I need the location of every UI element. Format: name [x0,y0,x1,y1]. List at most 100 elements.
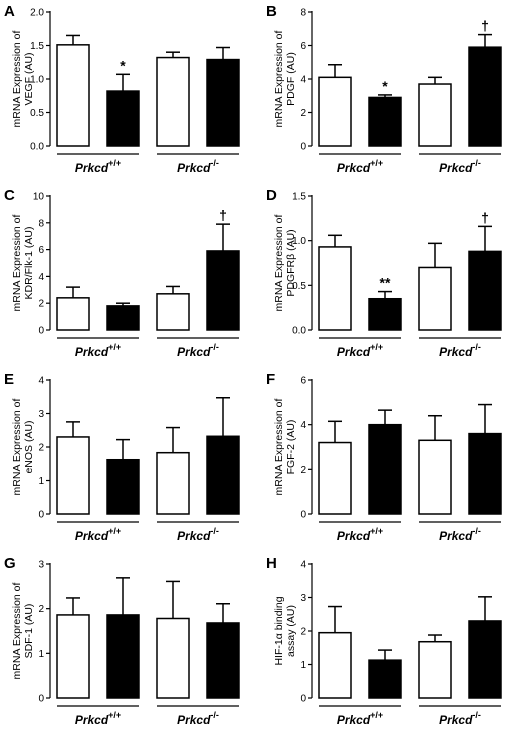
y-axis-label-line: PDGFRβ (AU) [285,229,297,296]
bar-knockout [106,90,140,147]
bar-knockout [468,432,502,515]
group-name: Prkcd [337,713,371,727]
group-label: Prkcd-/- [439,158,481,175]
bar-knockout [468,46,502,147]
y-tick-label: 2 [38,299,44,310]
y-tick-label: 1 [38,649,44,660]
y-axis-label-line: assay (AU) [285,605,297,657]
y-tick-label: 2.0 [30,8,44,19]
group-name: Prkcd [337,345,371,359]
y-axis-label: mRNA Expression ofKDR/Flk-1 (AU) [11,214,35,311]
bar-wildtype [56,436,90,515]
panel-letter: F [266,371,275,388]
group-name: Prkcd [439,713,473,727]
group-genotype: -/- [210,158,219,168]
bar-knockout [368,659,402,699]
panel-letter: D [266,187,277,204]
y-tick-label: 0 [300,510,306,521]
group-label: Prkcd-/- [177,158,219,175]
y-tick-label: 4 [300,560,306,571]
group-genotype: +/+ [370,342,383,352]
bar-wildtype [156,293,190,331]
group-name: Prkcd [177,345,211,359]
y-axis-label-line: mRNA Expression of [273,30,285,127]
group-genotype: -/- [472,342,481,352]
bar-knockout [468,620,502,699]
group-name: Prkcd [177,713,211,727]
bar-knockout [106,305,140,331]
y-axis-label-line: mRNA Expression of [11,214,23,311]
group-name: Prkcd [439,345,473,359]
group-name: Prkcd [177,161,211,175]
group-label: Prkcd-/- [177,710,219,727]
group-genotype: -/- [472,710,481,720]
y-axis-label-line: PDGF (AU) [285,52,297,106]
group-label: Prkcd+/+ [337,158,383,175]
group-label: Prkcd-/- [439,342,481,359]
bar-wildtype [318,631,352,699]
group-label: Prkcd+/+ [75,526,121,543]
y-axis-label: mRNA Expression ofFGF-2 (AU) [273,398,297,495]
panel-letter: B [266,3,277,20]
bar-knockout [206,435,240,515]
bar-wildtype [318,246,352,331]
y-tick-label: 0 [38,510,44,521]
y-axis-label-line: eNOS (AU) [23,420,35,473]
bar-wildtype [418,640,452,699]
y-tick-label: 1.5 [30,41,44,52]
group-name: Prkcd [75,161,109,175]
y-tick-label: 4 [38,272,44,283]
y-tick-label: 2 [38,604,44,615]
y-tick-label: 1.0 [292,236,306,247]
y-tick-label: 1 [300,660,306,671]
bar-knockout [468,250,502,331]
group-name: Prkcd [75,713,109,727]
panel-letter: E [4,371,14,388]
significance-marker: ** [380,275,391,291]
bar-wildtype [318,441,352,515]
bar-wildtype [56,44,90,147]
bar-wildtype [156,451,190,515]
y-axis-label-line: SDF-1 (AU) [23,604,35,659]
bar-knockout [206,622,240,699]
y-axis-label-line: VEGF (AU) [23,52,35,105]
group-name: Prkcd [337,529,371,543]
y-axis-label-line: mRNA Expression of [11,582,23,679]
bar-knockout [368,423,402,515]
y-axis-label: HIF-1α bindingassay (AU) [273,596,297,665]
group-genotype: +/+ [370,710,383,720]
group-genotype: -/- [472,158,481,168]
y-axis-label-line: FGF-2 (AU) [285,420,297,475]
bar-knockout [206,250,240,331]
y-tick-label: 0 [38,694,44,705]
y-axis-label: mRNA Expression ofSDF-1 (AU) [11,582,35,679]
significance-marker: † [481,18,489,34]
y-axis-label: mRNA Expression ofPDGFRβ (AU) [273,214,297,311]
group-genotype: -/- [210,342,219,352]
group-label: Prkcd-/- [439,526,481,543]
y-tick-label: 0.0 [292,326,306,337]
bar-knockout [368,297,402,331]
significance-marker: † [481,209,489,225]
group-genotype: -/- [210,710,219,720]
y-axis-label-line: mRNA Expression of [273,214,285,311]
bar-wildtype [418,83,452,147]
group-genotype: +/+ [108,710,121,720]
y-tick-label: 0.0 [30,142,44,153]
y-axis-label-line: mRNA Expression of [273,398,285,495]
group-label: Prkcd+/+ [337,342,383,359]
y-tick-label: 1.5 [292,192,306,203]
y-axis-label: mRNA Expression ofVEGF (AU) [11,30,35,127]
group-label: Prkcd+/+ [75,342,121,359]
bar-wildtype [56,614,90,699]
y-tick-label: 4 [38,376,44,387]
group-name: Prkcd [75,529,109,543]
group-label: Prkcd-/- [439,710,481,727]
bar-wildtype [418,439,452,515]
